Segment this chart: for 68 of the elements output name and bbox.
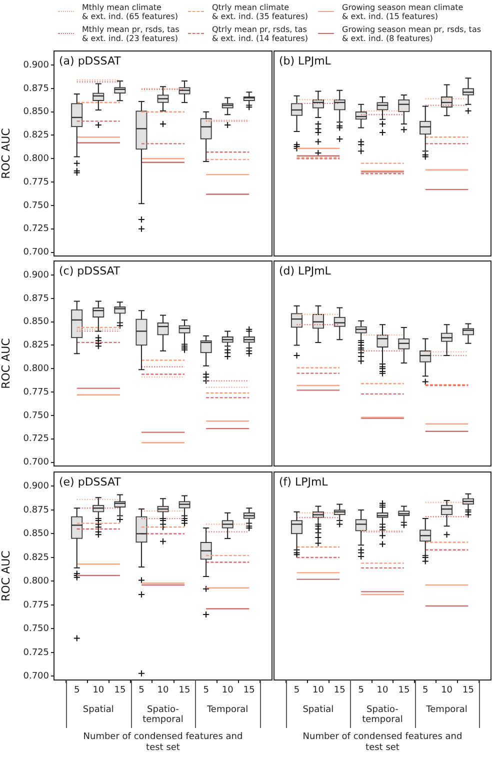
- chart-title: (d) LPJmL: [279, 264, 332, 278]
- x-tick-label: 15: [178, 686, 190, 696]
- x-tick-label: 15: [114, 686, 126, 696]
- x-tick-label: 5: [294, 686, 300, 696]
- y-tick-label: 0.825: [23, 340, 49, 351]
- y-tick-label: 0.725: [23, 224, 49, 234]
- x-tick-label: 15: [243, 686, 255, 696]
- x-tick-label: 10: [441, 686, 453, 696]
- y-tick-label: 0.875: [23, 84, 49, 94]
- y-tick-label: 0.700: [23, 248, 50, 258]
- x-tick-label: 5: [203, 686, 209, 696]
- text: Spatial: [82, 705, 115, 715]
- y-tick-label: 0.850: [23, 317, 50, 328]
- x-tick-label: 5: [358, 686, 364, 696]
- y-tick-label: 0.850: [23, 529, 50, 540]
- y-axis-title: ROC AUC: [0, 338, 12, 389]
- y-tick-label: 0.750: [23, 200, 50, 211]
- text: Spatial: [302, 705, 335, 715]
- x-tick-label: 5: [74, 686, 80, 696]
- y-tick-label: 0.875: [23, 294, 49, 304]
- y-tick-label: 0.875: [23, 505, 49, 516]
- x-tick-label: 5: [422, 686, 428, 696]
- chart-title: (f) LPJmL: [279, 475, 329, 488]
- y-tick-label: 0.800: [23, 154, 50, 164]
- y-tick-label: 0.750: [23, 410, 50, 421]
- chart-title: (c) pDSSAT: [59, 264, 120, 278]
- y-tick-label: 0.775: [23, 387, 49, 398]
- y-tick-label: 0.900: [23, 270, 50, 280]
- x-tick-label: 10: [157, 686, 169, 696]
- x-tick-label: 15: [398, 686, 410, 696]
- text: Temporal: [425, 705, 468, 715]
- x-tick-label: 5: [138, 686, 144, 696]
- legend-label: Growing season mean pr, rsds, tas & ext. ind. (8 features): [342, 25, 482, 43]
- y-tick-label: 0.800: [23, 364, 50, 374]
- chart-title: (a) pDSSAT: [59, 54, 122, 68]
- text: Temporal: [206, 705, 250, 715]
- y-tick-label: 0.825: [23, 552, 49, 563]
- y-tick-label: 0.700: [23, 458, 50, 468]
- x-tick-label: 10: [312, 686, 324, 696]
- chart-title: (e) pDSSAT: [59, 475, 122, 488]
- x-tick-label: 15: [462, 686, 474, 696]
- x-tick-label: 10: [376, 686, 388, 696]
- y-tick-label: 0.900: [23, 482, 50, 492]
- x-tick-label: 10: [92, 686, 104, 696]
- y-tick-label: 0.750: [23, 624, 50, 634]
- y-tick-label: 0.800: [23, 576, 50, 587]
- text: Spatio-temporal: [361, 705, 404, 725]
- y-tick-label: 0.725: [23, 434, 49, 444]
- y-axis-title: ROC AUC: [0, 128, 12, 179]
- y-tick-label: 0.775: [23, 177, 49, 188]
- y-tick-label: 0.775: [23, 600, 49, 610]
- y-tick-label: 0.900: [23, 60, 50, 70]
- y-tick-label: 0.850: [23, 107, 50, 118]
- legend-label: Mthly mean pr, rsds, tas & ext. ind. (23 features): [82, 25, 180, 43]
- x-tick-label: 15: [334, 686, 346, 696]
- y-tick-label: 0.725: [23, 648, 49, 658]
- y-axis-title: ROC AUC: [0, 550, 12, 602]
- y-tick-label: 0.825: [23, 130, 49, 141]
- x-tick-label: 10: [222, 686, 234, 696]
- legend-label: Mthly mean climate & ext. ind. (65 features): [82, 3, 178, 21]
- legend-label: Growing season mean climate & ext. ind. (15 features): [342, 3, 464, 21]
- x-axis-title: Number of condensed features and test set: [82, 732, 244, 754]
- chart-title: (b) LPJmL: [279, 54, 332, 68]
- text: Spatio-temporal: [142, 705, 184, 725]
- legend-label: Qtrly mean climate & ext. ind. (35 features): [212, 3, 308, 21]
- x-axis-title: Number of condensed features and test set: [302, 732, 464, 754]
- legend-label: Qtrly mean pr, rsds, tas & ext. ind. (14 features): [212, 25, 308, 43]
- y-tick-label: 0.700: [23, 672, 50, 682]
